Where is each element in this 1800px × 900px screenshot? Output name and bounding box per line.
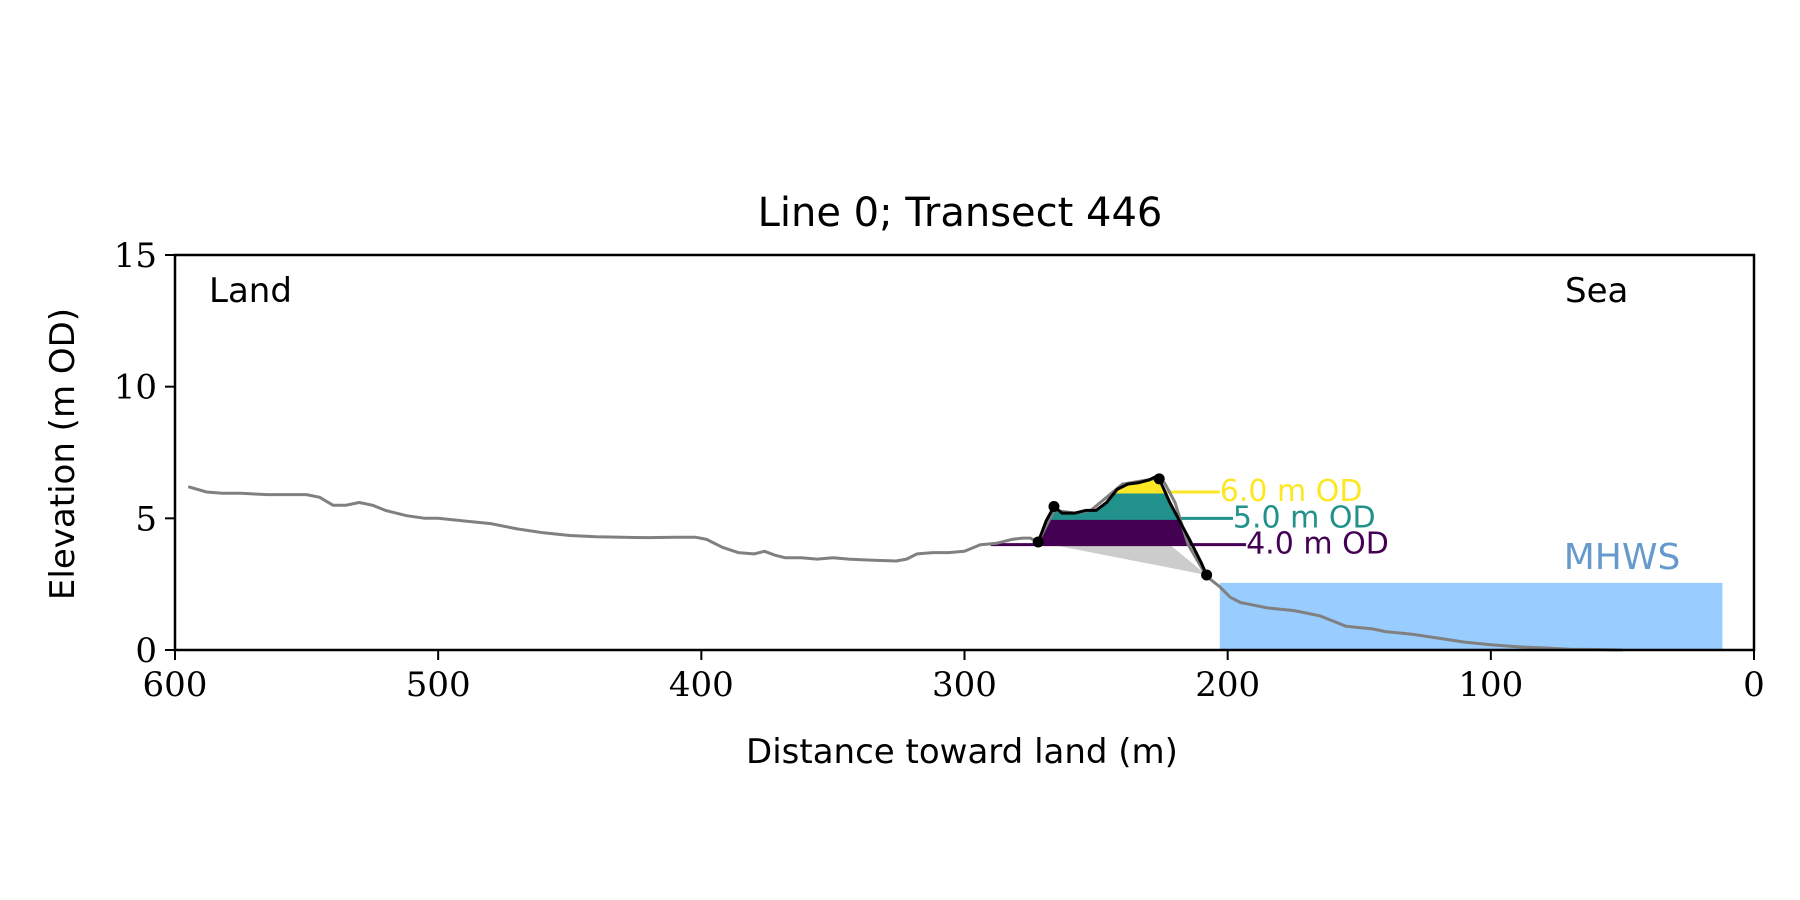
x-tick-label-500: 500 (406, 665, 471, 705)
x-tick-label-100: 100 (1458, 665, 1523, 705)
sea-label: Sea (1565, 271, 1628, 311)
y-tick-label-5: 5 (135, 499, 157, 539)
x-tick-label-400: 400 (669, 665, 734, 705)
dune-outline-line (1036, 474, 1208, 576)
y-axis-label: Elevation (m OD) (43, 308, 83, 600)
level-label-6-0: 6.0 m OD (1220, 474, 1363, 509)
dune-vertex-1 (1048, 500, 1060, 512)
chart-title: Line 0; Transect 446 (758, 190, 1163, 236)
x-tick-label-300: 300 (932, 665, 997, 705)
level-label-5-0: 5.0 m OD (1233, 500, 1376, 535)
x-tick-label-200: 200 (1195, 665, 1260, 705)
land-label: Land (209, 271, 292, 311)
x-tick-label-600: 600 (143, 665, 208, 705)
x-axis-label: Distance toward land (m) (746, 732, 1178, 772)
dune-vertex-2 (1153, 473, 1165, 485)
mhws-label: MHWS (1564, 537, 1681, 578)
dune-band-4m (1038, 518, 1191, 545)
plot-area: 4.0 m OD5.0 m OD6.0 m OD MHWS (187, 473, 1723, 652)
erosion-wedge (1038, 542, 1207, 575)
axes: 600 500 400 300 200 100 0 0 5 10 15 (114, 236, 1765, 705)
sea-fill (1219, 582, 1723, 650)
dune-vertex-0 (1032, 536, 1044, 548)
level-label-4-0: 4.0 m OD (1246, 527, 1389, 562)
x-tick-label-0: 0 (1743, 665, 1765, 705)
elevation-profile-line (187, 477, 1623, 652)
y-tick-label-15: 15 (114, 236, 157, 276)
y-tick-label-0: 0 (135, 631, 157, 671)
dune-vertex-3 (1201, 569, 1213, 581)
y-tick-label-10: 10 (114, 368, 157, 408)
